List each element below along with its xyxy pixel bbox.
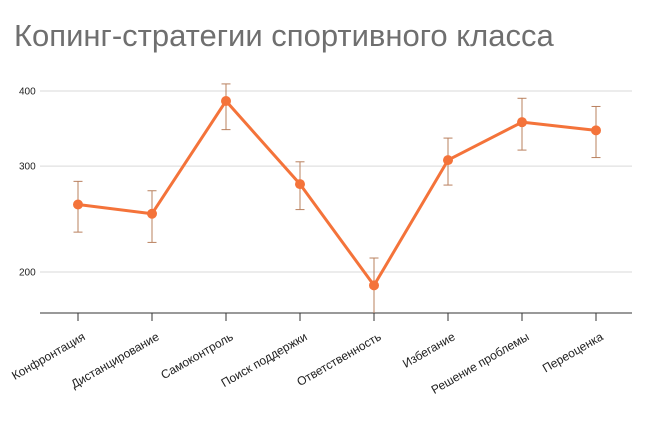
chart-title: Копинг-стратегии спортивного класса (14, 18, 554, 53)
x-axis-category-labels: КонфронтацияДистанцированиеСамоконтрольП… (9, 329, 606, 397)
series-line (77, 99, 597, 287)
data-point (591, 125, 601, 136)
data-point (443, 155, 453, 166)
x-category-label: Переоценка (540, 329, 606, 375)
data-point (73, 199, 83, 210)
grid-lines (40, 90, 632, 273)
data-point (369, 280, 379, 291)
error-bar (221, 83, 231, 131)
y-tick-label: 400 (19, 87, 36, 98)
data-point (147, 208, 157, 219)
y-tick-label: 300 (19, 162, 36, 173)
x-category-label: Избегание (400, 329, 458, 370)
y-tick-label: 200 (19, 268, 36, 279)
data-point (517, 117, 527, 128)
y-axis-tick-labels: 200 300 400 (19, 87, 36, 279)
data-points (73, 95, 601, 291)
data-point (295, 179, 305, 190)
x-category-label: Ответственность (294, 329, 383, 389)
x-axis-ticks (77, 313, 597, 321)
data-point (221, 95, 231, 106)
